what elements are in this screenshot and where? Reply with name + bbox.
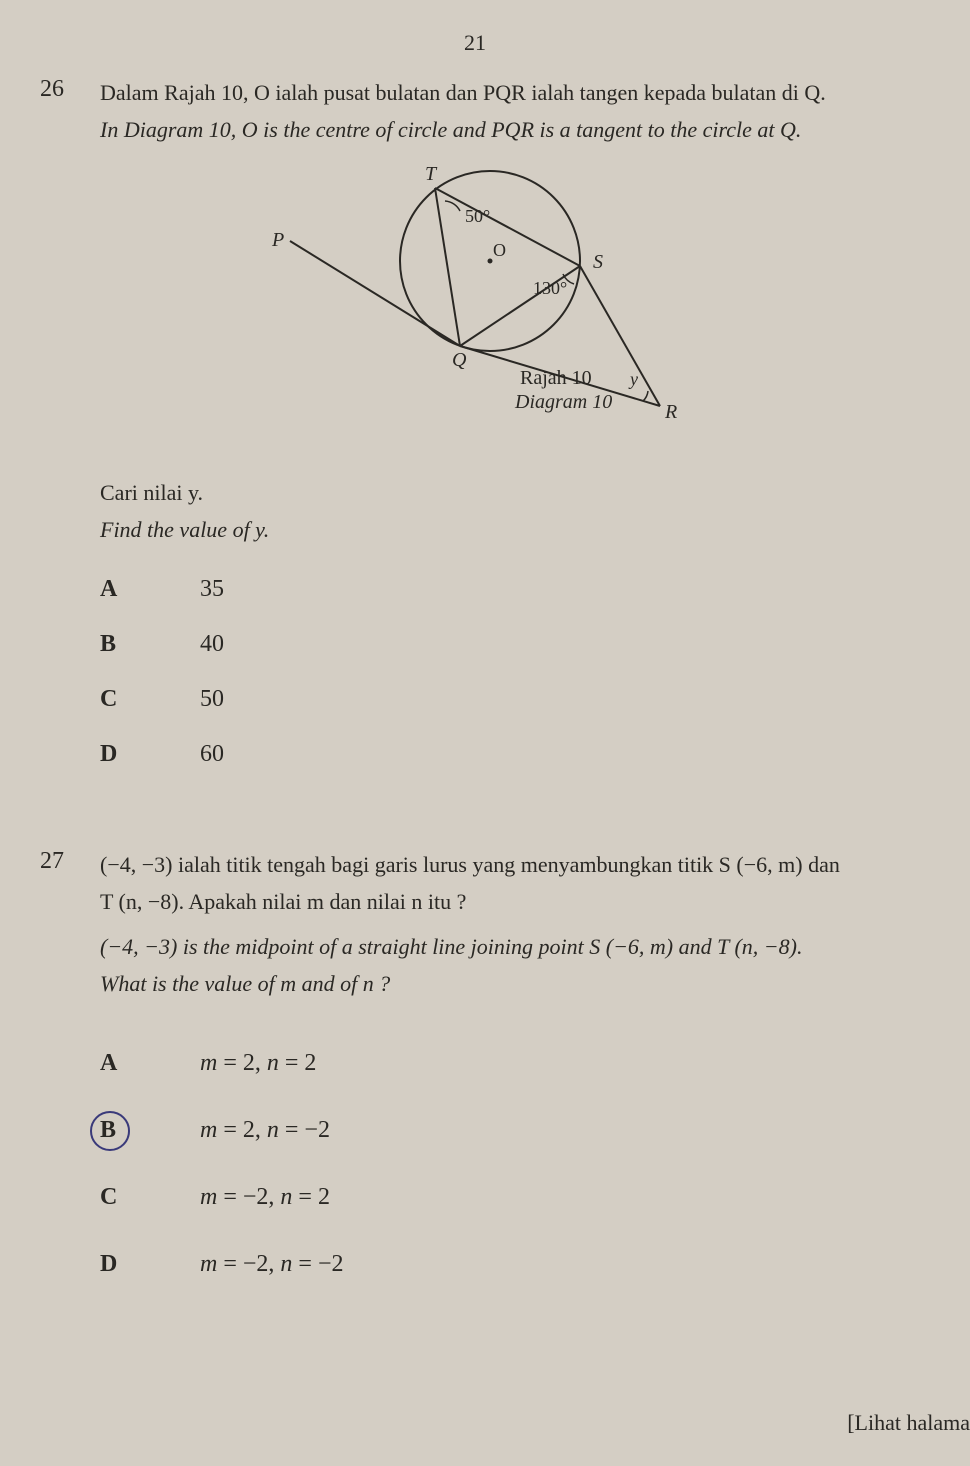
option-label: D <box>100 1251 200 1278</box>
q26-text-en: In Diagram 10, O is the centre of circle… <box>100 113 910 146</box>
page-number: 21 <box>40 30 910 56</box>
option-value: 40 <box>200 631 224 658</box>
q27-option-d: D m = −2, n = −2 <box>100 1251 910 1278</box>
diagram-caption-my: Rajah 10 <box>520 367 592 389</box>
q26-find-en: Find the value of y. <box>100 513 910 546</box>
angle-50-label: 50° <box>465 206 490 226</box>
option-label: D <box>100 741 200 768</box>
svg-text:Q: Q <box>452 349 467 371</box>
q26-option-b: B 40 <box>100 631 910 658</box>
q27-text-my-1: (−4, −3) ialah titik tengah bagi garis l… <box>100 848 910 881</box>
q27-text-en-1: (−4, −3) is the midpoint of a straight l… <box>100 930 910 963</box>
angle-130-label: 130° <box>533 278 567 298</box>
q26-option-c: C 50 <box>100 686 910 713</box>
option-label-circled: B <box>100 1117 200 1144</box>
q26-number: 26 <box>40 76 64 103</box>
q26-find-my: Cari nilai y. <box>100 476 910 509</box>
footer-text: [Lihat halama <box>847 1410 970 1436</box>
q26-diagram: T P O S Q R 50° 130° y Rajah 10 Diagram … <box>260 166 760 446</box>
q26-option-a: A 35 <box>100 576 910 603</box>
svg-text:R: R <box>664 401 677 423</box>
svg-text:P: P <box>271 229 284 251</box>
q26-text-my: Dalam Rajah 10, O ialah pusat bulatan da… <box>100 76 910 109</box>
question-26: 26 Dalam Rajah 10, O ialah pusat bulatan… <box>40 76 910 768</box>
option-label: A <box>100 576 200 603</box>
option-value: m = −2, n = 2 <box>200 1184 330 1211</box>
option-label: C <box>100 686 200 713</box>
q27-option-b: B m = 2, n = −2 <box>100 1117 910 1144</box>
option-label: A <box>100 1050 200 1077</box>
option-value: 60 <box>200 741 224 768</box>
diagram-svg: T P O S Q R 50° 130° y Rajah 10 Diagram … <box>260 166 760 446</box>
q27-text-en-2: What is the value of m and of n ? <box>100 967 910 1000</box>
option-label: C <box>100 1184 200 1211</box>
option-label: B <box>100 631 200 658</box>
option-value: m = 2, n = 2 <box>200 1050 316 1077</box>
y-label: y <box>628 369 638 389</box>
svg-text:S: S <box>593 251 603 273</box>
option-value: 35 <box>200 576 224 603</box>
q27-option-a: A m = 2, n = 2 <box>100 1050 910 1077</box>
q27-text-my-2: T (n, −8). Apakah nilai m dan nilai n it… <box>100 885 910 918</box>
q26-options: A 35 B 40 C 50 D 60 <box>100 576 910 768</box>
q27-options: A m = 2, n = 2 B m = 2, n = −2 C m = −2,… <box>100 1050 910 1278</box>
option-value: 50 <box>200 686 224 713</box>
svg-text:T: T <box>425 166 438 185</box>
diagram-caption-en: Diagram 10 <box>514 391 612 413</box>
question-27: 27 (−4, −3) ialah titik tengah bagi gari… <box>40 848 910 1278</box>
option-value: m = 2, n = −2 <box>200 1117 330 1144</box>
svg-text:O: O <box>493 240 506 260</box>
q27-number: 27 <box>40 848 64 875</box>
q27-option-c: C m = −2, n = 2 <box>100 1184 910 1211</box>
q26-option-d: D 60 <box>100 741 910 768</box>
option-value: m = −2, n = −2 <box>200 1251 344 1278</box>
